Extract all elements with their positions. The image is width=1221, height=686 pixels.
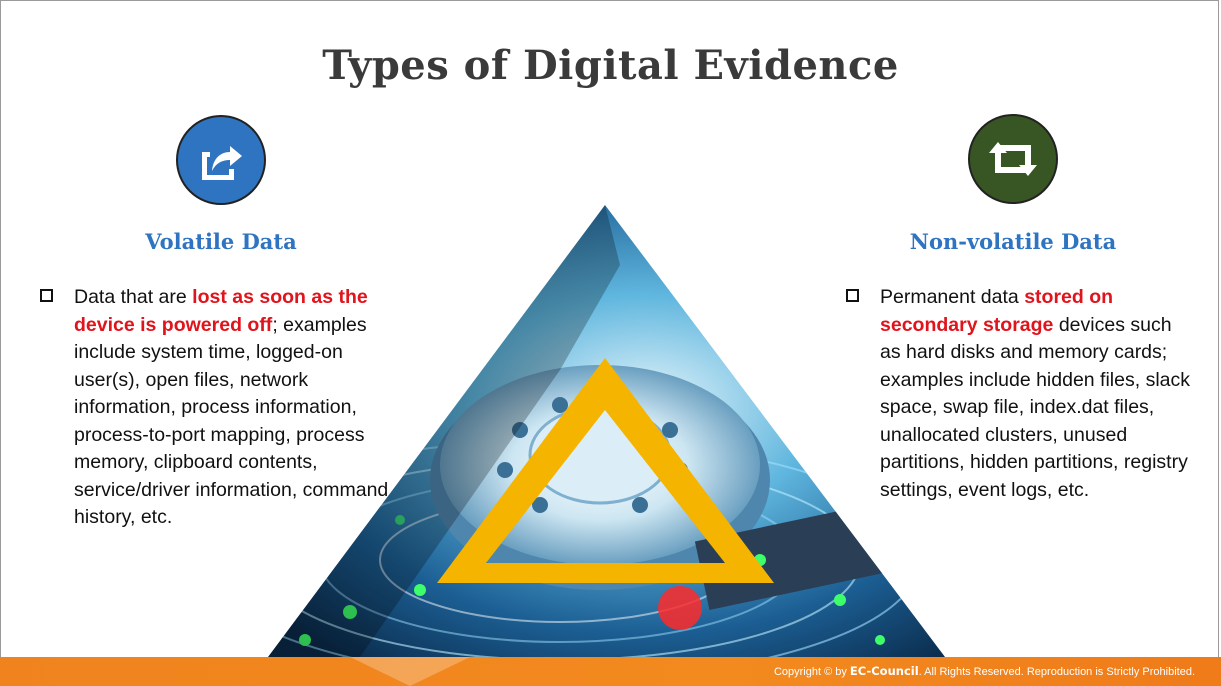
footer-chevron-icon [350,657,470,686]
brand-logo-text: EC-Council [849,664,919,678]
volatile-heading: Volatile Data [145,229,297,254]
copyright-suffix: . All Rights Reserved. Reproduction is S… [918,666,1195,678]
retweet-icon [989,142,1037,176]
nonvolatile-heading: Non-volatile Data [909,229,1117,254]
volatile-icon-circle [176,115,266,205]
share-arrow-icon [202,146,242,180]
yellow-triangle-outline [437,358,774,583]
checkbox-bullet-icon [846,289,859,302]
nonvolatile-text-before: Permanent data [880,286,1025,308]
copyright-notice: Copyright © by EC-Council. All Rights Re… [774,664,1195,678]
volatile-text-before: Data that are [74,286,193,308]
volatile-description: Data that are lost as soon as the device… [40,284,400,532]
nonvolatile-icon-circle [968,114,1058,204]
volatile-text-highlight: lost as soon as the device is powered of… [74,286,368,336]
checkbox-bullet-icon [40,289,53,302]
nonvolatile-description: Permanent data stored on secondary stora… [846,284,1191,504]
footer-bar [0,657,1221,686]
nonvolatile-text-highlight: stored on secondary storage [880,286,1114,336]
copyright-prefix: Copyright © by [773,666,850,678]
volatile-text-after: ; examples include system time, logged-o… [74,313,389,529]
slide-title: Types of Digital Evidence [322,42,899,89]
nonvolatile-text-after: devices such as hard disks and memory ca… [880,313,1191,501]
